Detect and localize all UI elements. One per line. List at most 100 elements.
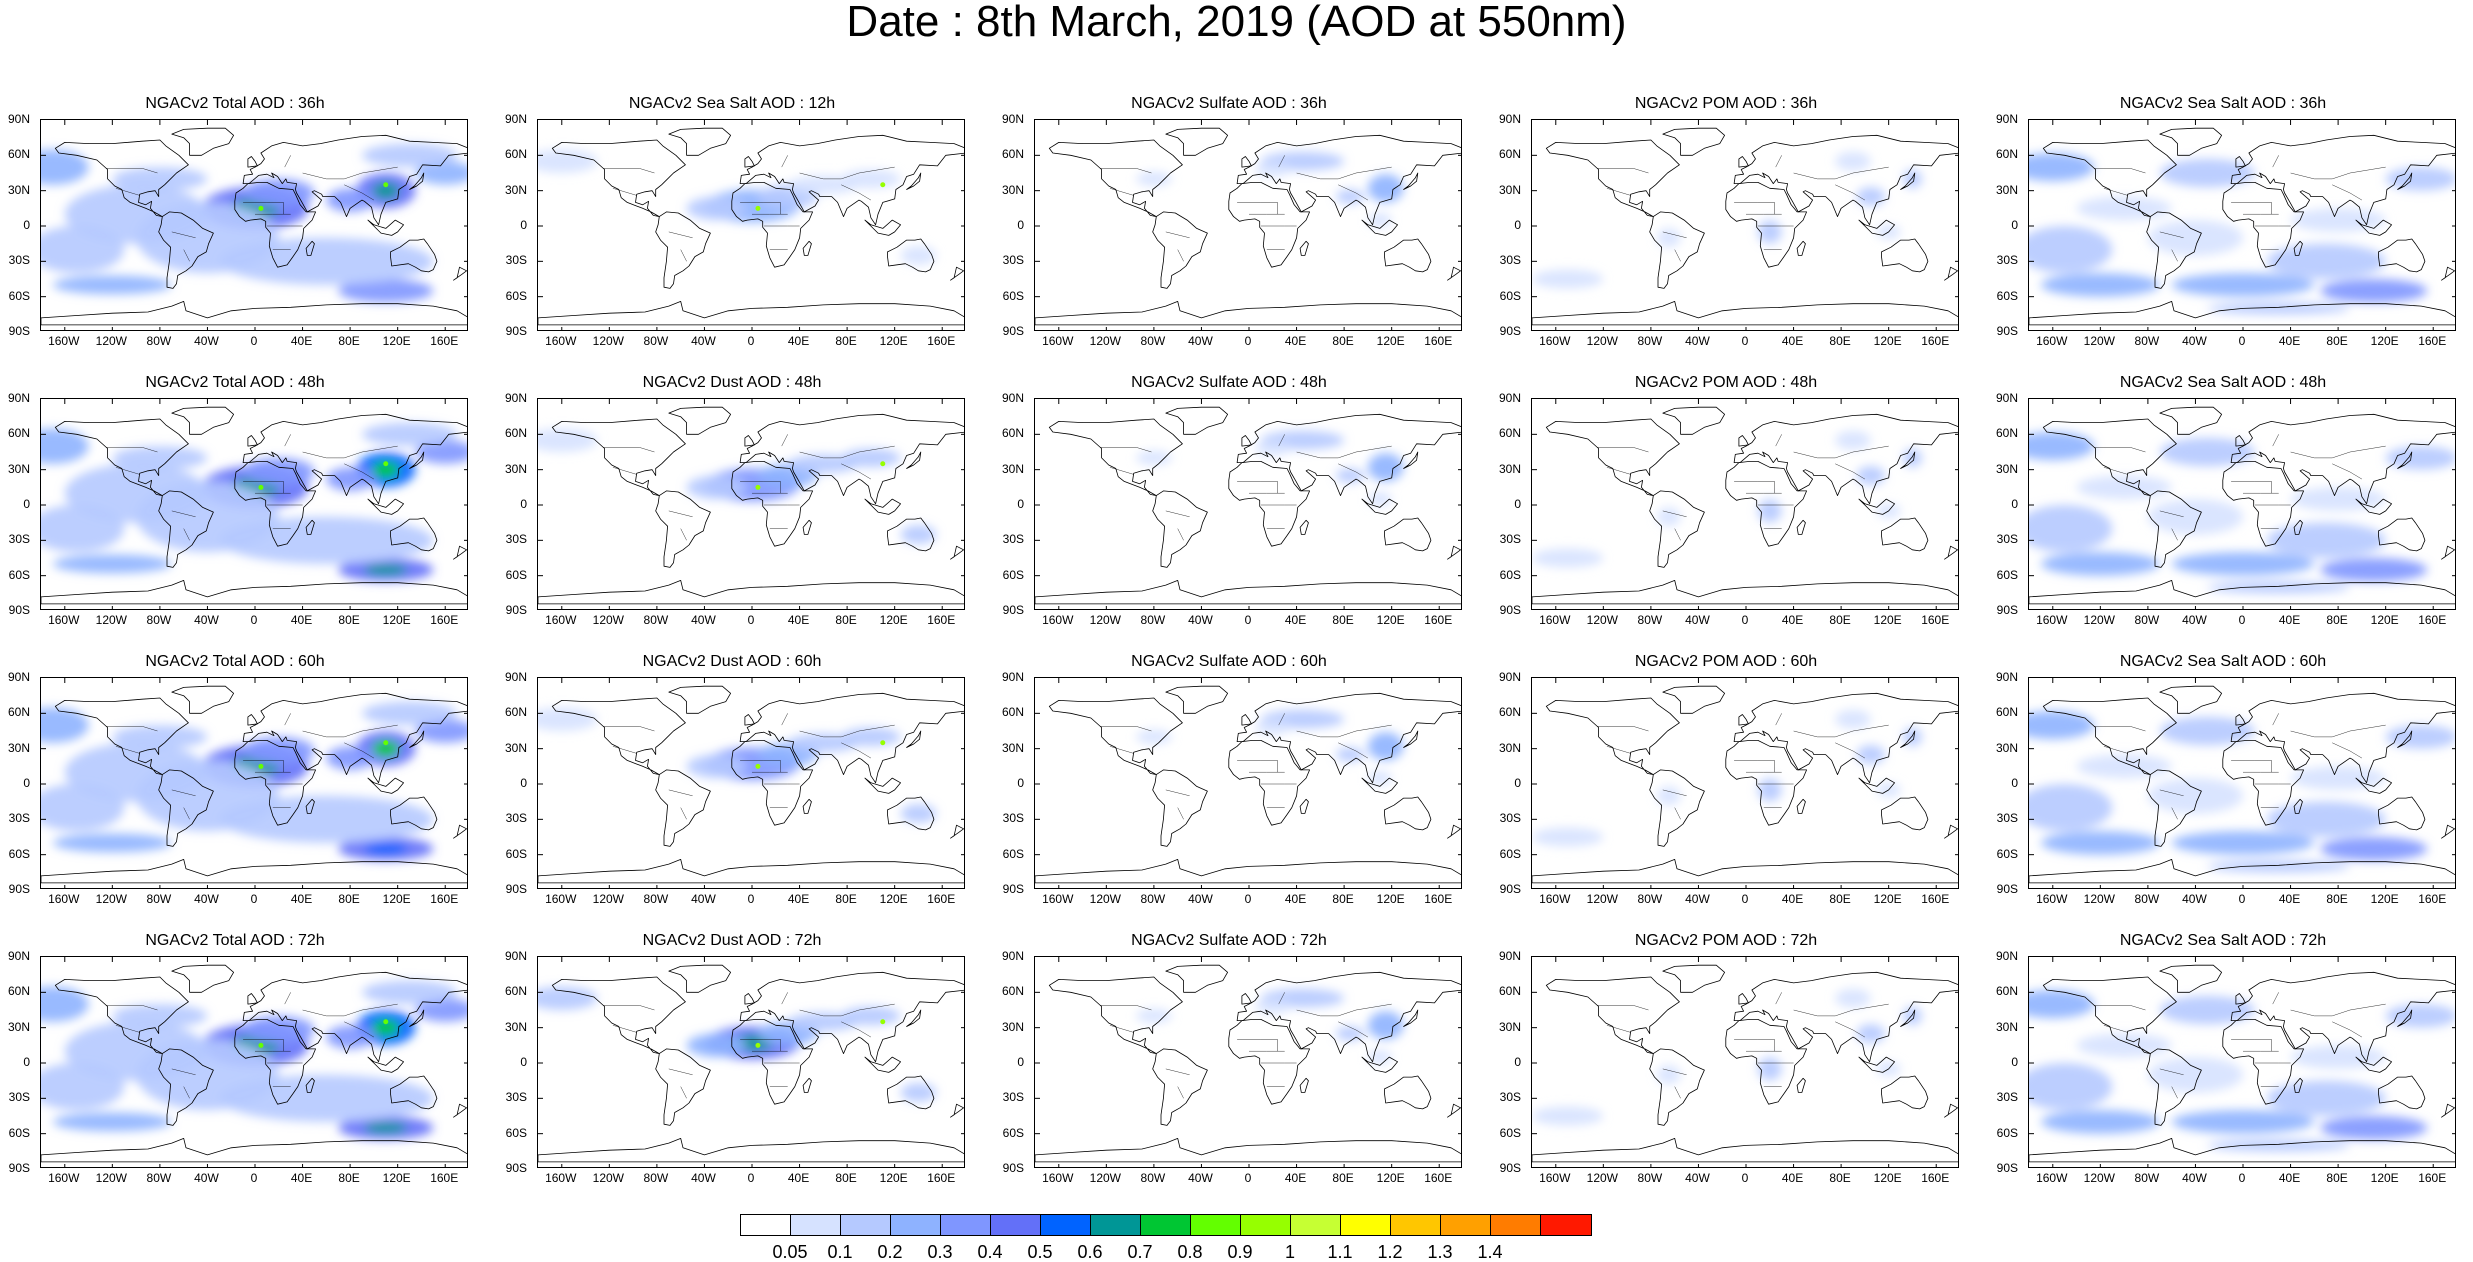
lat-tick-label: 30S bbox=[1002, 253, 1024, 268]
map-panel: NGACv2 Dust AOD : 48h 90N 60N 30N 0 30S 60S 90S… bbox=[497, 374, 967, 626]
coastline-australia bbox=[1384, 238, 1432, 273]
coastline-africa bbox=[1725, 461, 1808, 547]
coastline-africa bbox=[234, 1019, 317, 1105]
lat-tick-label: 30N bbox=[1498, 461, 1521, 476]
lon-tick-label: 80E bbox=[338, 892, 360, 906]
aerosol-plume bbox=[1656, 228, 1681, 248]
lon-tick-label: 0 bbox=[1741, 334, 1749, 348]
aerosol-plume bbox=[41, 505, 125, 553]
lon-tick-label: 40W bbox=[194, 1171, 219, 1185]
country-border bbox=[2103, 746, 2128, 754]
coastline-australia bbox=[390, 796, 438, 831]
colorbar-segment bbox=[741, 1215, 791, 1235]
lat-tick-label: 0 bbox=[2011, 497, 2018, 511]
lon-tick-label: 80W bbox=[2134, 892, 2160, 906]
map-panel: NGACv2 POM AOD : 60h 90N 60N 30N 0 30S 60S 90S 1… bbox=[1491, 653, 1961, 906]
aerosol-plume bbox=[415, 998, 467, 1022]
aerosol-plume bbox=[326, 188, 374, 212]
coastline-uk bbox=[1738, 993, 1749, 1005]
coastline-japan bbox=[1403, 1009, 1419, 1027]
map-panel: NGACv2 Sulfate AOD : 60h 90N 60N 30N 0 30S 60S… bbox=[994, 653, 1464, 905]
colorbar bbox=[740, 1214, 1592, 1236]
coastline-nz bbox=[1944, 545, 1958, 560]
lon-tick-label: 120E bbox=[2370, 1171, 2399, 1185]
aerosol-plume bbox=[2076, 196, 2172, 221]
country-border bbox=[1338, 1021, 1369, 1038]
aerosol-plume bbox=[41, 986, 89, 1022]
colorbar-segment bbox=[1291, 1215, 1341, 1235]
lat-tick-label: 0 bbox=[23, 1055, 30, 1069]
lat-tick-label: 90N bbox=[1995, 670, 2018, 684]
country-border bbox=[115, 1025, 140, 1033]
lat-tick-label: 60N bbox=[1995, 426, 2018, 441]
lat-tick-label: 90S bbox=[8, 324, 30, 338]
lat-tick-label: 30N bbox=[1001, 1019, 1024, 1034]
country-border bbox=[1674, 249, 1681, 262]
panel-title: NGACv2 Sea Salt AOD : 12h bbox=[628, 95, 836, 112]
lon-tick-label: 120W bbox=[2083, 334, 2115, 348]
coastline-africa bbox=[731, 1019, 814, 1105]
aerosol-plume bbox=[2290, 208, 2386, 232]
lat-tick-label: 30S bbox=[1002, 811, 1024, 826]
country-border bbox=[841, 742, 872, 759]
lat-tick-label: 30S bbox=[1996, 1090, 2018, 1105]
aerosol-plume bbox=[1335, 747, 1365, 762]
country-border bbox=[344, 1021, 375, 1038]
aerosol-plume bbox=[841, 1006, 901, 1026]
lat-tick-label: 60N bbox=[1498, 147, 1521, 162]
coastline-greenland bbox=[171, 127, 235, 156]
country-border bbox=[781, 992, 788, 1005]
aerosol-plume bbox=[219, 795, 434, 843]
colorbar-label: 0.1 bbox=[827, 1242, 853, 1262]
aerosol-plume bbox=[326, 467, 374, 491]
country-border bbox=[1296, 1003, 1392, 1017]
lon-tick-label: 160E bbox=[430, 1171, 459, 1185]
map-panel: NGACv2 Sulfate AOD : 48h 90N 60N 30N 0 30S 60S… bbox=[994, 374, 1464, 627]
lat-tick-label: 0 bbox=[1514, 776, 1521, 790]
aerosol-plume bbox=[2029, 710, 2095, 740]
country-border bbox=[243, 760, 284, 773]
lat-tick-label: 30N bbox=[1995, 461, 2018, 476]
coastline-indonesia bbox=[367, 1056, 405, 1073]
lat-tick-label: 60S bbox=[505, 288, 527, 303]
panel-title: NGACv2 Sulfate AOD : 48h bbox=[1131, 374, 1327, 391]
lat-tick-label: 60N bbox=[1001, 426, 1024, 441]
coastline-greenland bbox=[1165, 127, 1229, 156]
aerosol-plume bbox=[841, 448, 901, 468]
country-border bbox=[183, 249, 190, 262]
lon-tick-label: 80W bbox=[146, 334, 172, 348]
aerosol-plume bbox=[1835, 151, 1871, 171]
country-border bbox=[1793, 724, 1889, 738]
map-plot-area bbox=[1034, 119, 1462, 331]
coastline-japan bbox=[2397, 730, 2413, 748]
aod-map bbox=[41, 678, 467, 888]
coastline-japan bbox=[409, 730, 425, 748]
coastline-samerica bbox=[1152, 490, 1208, 568]
country-border bbox=[1674, 1086, 1681, 1099]
coastline-nz bbox=[1944, 824, 1958, 839]
lon-tick-label: 40E bbox=[1781, 892, 1804, 906]
coastline-africa bbox=[2222, 1019, 2305, 1105]
coastline-japan bbox=[1900, 730, 1916, 748]
lon-tick-label: 120W bbox=[1089, 613, 1121, 627]
lon-tick-label: 80W bbox=[1637, 892, 1663, 906]
coastline-namerica bbox=[2042, 697, 2177, 775]
aerosol-plume bbox=[1254, 441, 1291, 456]
map-plot-area bbox=[1531, 677, 1959, 889]
aerosol-plume bbox=[243, 736, 315, 766]
coastline-eurasia bbox=[2230, 692, 2455, 784]
coastline-australia bbox=[2378, 796, 2426, 831]
lon-tick-label: 40E bbox=[1284, 334, 1307, 348]
lon-tick-label: 160E bbox=[2418, 613, 2447, 627]
lat-tick-label: 60N bbox=[1498, 705, 1521, 720]
country-border bbox=[2272, 434, 2279, 447]
country-border bbox=[1597, 168, 1649, 174]
lat-tick-label: 0 bbox=[23, 218, 30, 232]
page-title: Date : 8th March, 2019 (AOD at 550nm) bbox=[846, 0, 1627, 46]
lat-tick-label: 60N bbox=[1995, 705, 2018, 720]
country-border bbox=[106, 726, 158, 732]
aerosol-plume bbox=[2207, 581, 2350, 594]
lon-tick-label: 120E bbox=[2370, 334, 2399, 348]
lat-tick-label: 60N bbox=[504, 426, 527, 441]
lon-tick-label: 160E bbox=[2418, 892, 2447, 906]
